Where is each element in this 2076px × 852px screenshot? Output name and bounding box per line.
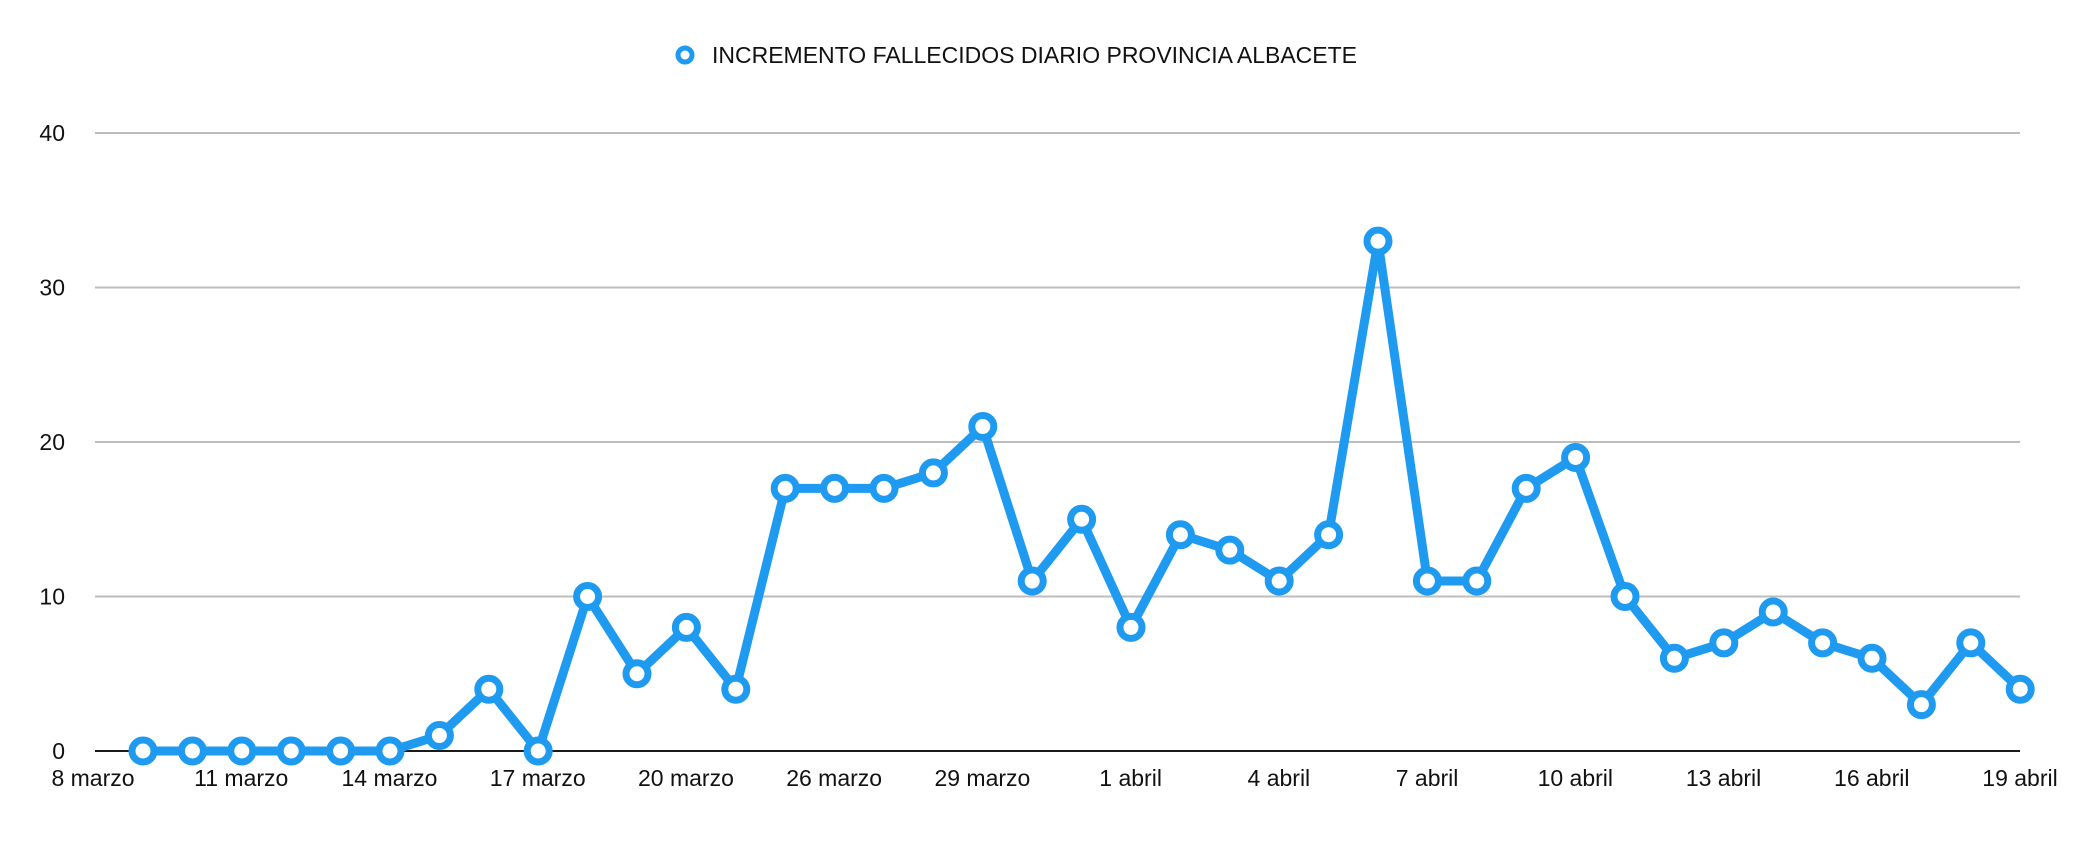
data-point [1165, 520, 1195, 550]
data-point [1412, 566, 1442, 596]
data-point [1906, 690, 1936, 720]
data-point [375, 736, 405, 766]
data-point [128, 736, 158, 766]
data-point [424, 721, 454, 751]
x-tick-label: 13 abril [1686, 765, 1761, 791]
x-tick-label: 19 abril [1982, 765, 2057, 791]
x-tick-label: 8 marzo [51, 765, 134, 791]
x-axis-ticks: 8 marzo 11 marzo 14 marzo 17 marzo 20 marzo 2… [51, 765, 2057, 791]
x-tick-label: 29 marzo [934, 765, 1030, 791]
data-point [1808, 628, 1838, 658]
y-tick-label: 40 [39, 120, 65, 146]
x-tick-label: 16 abril [1834, 765, 1909, 791]
legend-label: INCREMENTO FALLECIDOS DIARIO PROVINCIA A… [712, 42, 1357, 68]
y-tick-label: 20 [39, 429, 65, 455]
data-point [1610, 582, 1640, 611]
data-point [1215, 535, 1245, 565]
data-point [1067, 504, 1097, 534]
data-point [1758, 597, 1788, 627]
x-tick-label: 26 marzo [786, 765, 882, 791]
data-point [573, 582, 603, 611]
data-point [1017, 566, 1047, 596]
data-point [1659, 643, 1689, 673]
x-tick-label: 11 marzo [194, 765, 288, 791]
data-point [671, 612, 701, 642]
data-point [523, 736, 553, 766]
data-point [1314, 520, 1344, 550]
data-point [968, 412, 998, 442]
y-tick-label: 30 [39, 275, 65, 301]
legend: INCREMENTO FALLECIDOS DIARIO PROVINCIA A… [675, 42, 1357, 68]
y-tick-label: 10 [39, 584, 65, 610]
x-tick-label: 17 marzo [490, 765, 586, 791]
data-point [326, 736, 356, 766]
data-point [2005, 674, 2035, 704]
data-point [1956, 628, 1986, 658]
data-point [1709, 628, 1739, 658]
data-point [918, 458, 948, 488]
data-point [1511, 473, 1541, 503]
data-point [721, 674, 751, 704]
series-layer [128, 226, 2035, 766]
x-tick-label: 20 marzo [638, 765, 734, 791]
data-point [177, 736, 207, 766]
data-point [1462, 566, 1492, 596]
x-tick-label: 4 abril [1248, 765, 1311, 791]
x-tick-label: 14 marzo [342, 765, 438, 791]
y-tick-label: 0 [52, 738, 65, 764]
legend-marker-icon [675, 45, 695, 65]
data-point [1561, 442, 1591, 472]
data-point [474, 674, 504, 704]
data-point [276, 736, 306, 766]
data-point [770, 473, 800, 503]
data-point [1116, 612, 1146, 642]
gridlines [95, 132, 2020, 752]
x-tick-label: 1 abril [1099, 765, 1162, 791]
data-point [227, 736, 257, 766]
series-line [138, 236, 2025, 756]
y-axis-ticks: 0 10 20 30 40 [39, 120, 65, 764]
data-point [1857, 643, 1887, 673]
data-point [869, 473, 899, 503]
data-point [1264, 566, 1294, 596]
x-tick-label: 10 abril [1538, 765, 1613, 791]
x-tick-label: 7 abril [1396, 765, 1459, 791]
data-point [820, 473, 850, 503]
data-point [1363, 226, 1393, 256]
data-point [622, 659, 652, 689]
